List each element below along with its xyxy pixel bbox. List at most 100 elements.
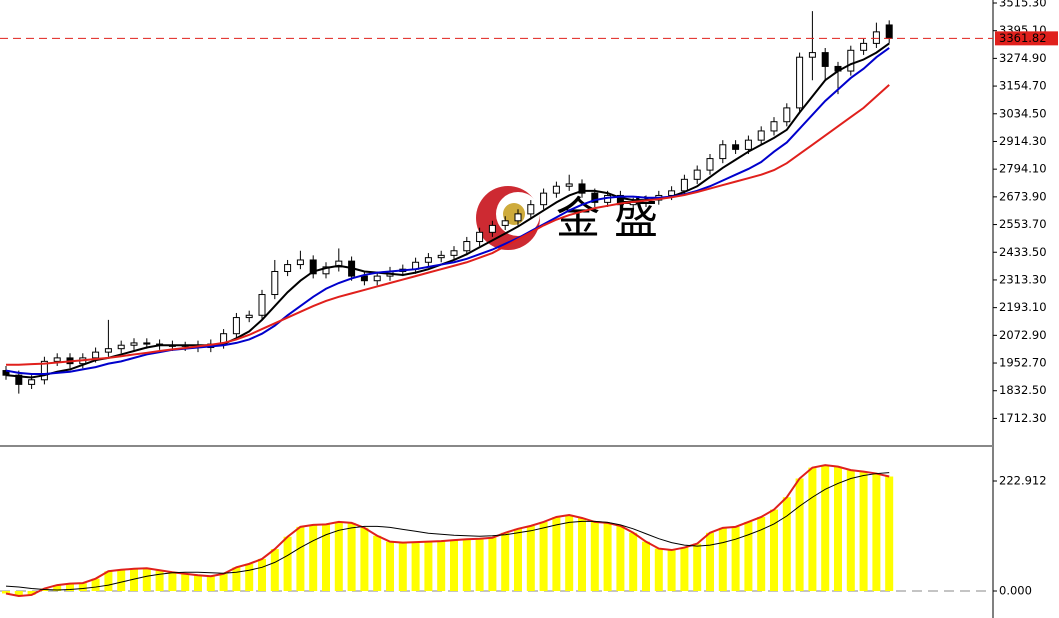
candle-body (591, 192, 599, 203)
candle-body (872, 31, 880, 44)
candle-body (373, 275, 381, 282)
histogram-bar (846, 470, 855, 592)
candle-body (232, 317, 240, 335)
histogram-bar (130, 568, 138, 592)
histogram-bar (168, 572, 177, 592)
y-tick-label: 3034.50 (999, 106, 1047, 120)
candle-body (616, 194, 624, 206)
histogram-bar (539, 521, 548, 592)
candle-body (578, 183, 586, 194)
histogram-bar (872, 473, 881, 592)
candle-body (271, 270, 279, 296)
histogram-bar (450, 540, 458, 592)
candle-body (847, 49, 855, 72)
candle-body (450, 250, 458, 256)
candle-body (552, 185, 560, 194)
candle-body (424, 257, 432, 263)
candle-body (28, 379, 36, 385)
histogram-bar (462, 539, 471, 592)
candle-body (540, 192, 548, 206)
candle-body (808, 52, 816, 58)
histogram-bar (770, 509, 778, 592)
histogram-bar (514, 528, 522, 592)
histogram-bar (398, 542, 407, 592)
histogram-bar (219, 573, 228, 592)
candle-body (360, 275, 368, 282)
histogram-outline (5, 464, 890, 597)
candle-body (476, 231, 484, 243)
histogram-bar (78, 583, 87, 592)
signal-line (5, 472, 890, 591)
histogram-bar (757, 516, 766, 592)
moving-average-line (5, 47, 890, 376)
histogram-bar (334, 521, 343, 592)
candle-body (92, 351, 100, 359)
histogram-bar (642, 541, 650, 592)
histogram-bar (744, 521, 753, 592)
candle-body (885, 24, 893, 39)
candle-body (309, 259, 317, 275)
candle-body (130, 342, 138, 346)
histogram-bar (552, 516, 561, 592)
histogram-bar (565, 515, 574, 592)
histogram-bar (590, 521, 599, 592)
candle-body (53, 357, 61, 362)
histogram-bar (181, 573, 190, 592)
candle-body (744, 139, 752, 150)
candle-body (680, 178, 688, 192)
histogram-bar (155, 570, 164, 592)
candle-body (463, 241, 471, 252)
histogram-bar (27, 591, 36, 595)
histogram-bar (232, 567, 241, 592)
histogram-bar (411, 542, 420, 592)
histogram-bar (347, 522, 356, 592)
histogram-bar (66, 583, 74, 592)
histogram-bar (693, 543, 702, 592)
candle-body (296, 259, 304, 266)
histogram-bar (296, 526, 305, 592)
y-tick-label: 2433.50 (999, 245, 1047, 259)
moving-average-line (6, 84, 890, 366)
histogram-bar (322, 524, 330, 592)
histogram-bar (667, 550, 676, 592)
histogram-bar (270, 549, 279, 592)
histogram-bar (206, 576, 215, 592)
candle-body (40, 360, 48, 381)
candle-body (693, 169, 701, 180)
candle-body (770, 121, 778, 132)
histogram-bar (488, 537, 497, 592)
candle-body (783, 107, 791, 123)
candle-body (15, 374, 23, 385)
histogram-bar (283, 536, 292, 592)
histogram-bar (731, 526, 740, 592)
histogram-bar (245, 563, 254, 592)
candle-body (258, 294, 266, 316)
candle-body (514, 213, 522, 222)
candle-body (732, 144, 740, 150)
histogram-bar (654, 548, 663, 592)
y-tick-label: 2553.70 (999, 217, 1047, 231)
candle-body (527, 204, 535, 215)
histogram-bar (821, 465, 830, 592)
histogram-bar (859, 471, 868, 592)
histogram-bar (2, 591, 10, 594)
histogram-bar (309, 524, 318, 592)
histogram-bar (437, 541, 446, 592)
candle-body (501, 220, 509, 226)
candle-body (565, 183, 573, 187)
moving-average-line (5, 42, 890, 379)
candle-body (860, 42, 868, 51)
histogram-bar (104, 571, 113, 592)
candle-body (796, 56, 804, 109)
histogram-bar (526, 525, 535, 592)
histogram-bar (117, 569, 126, 592)
histogram-bar (603, 522, 612, 592)
last-price-box (995, 31, 1058, 46)
y-tick-label: 2072.90 (999, 328, 1047, 342)
candle-body (668, 190, 676, 196)
histogram-bar (578, 517, 586, 592)
histogram-bar (616, 525, 625, 592)
candle-body (104, 348, 112, 353)
histogram-bar (834, 466, 842, 592)
